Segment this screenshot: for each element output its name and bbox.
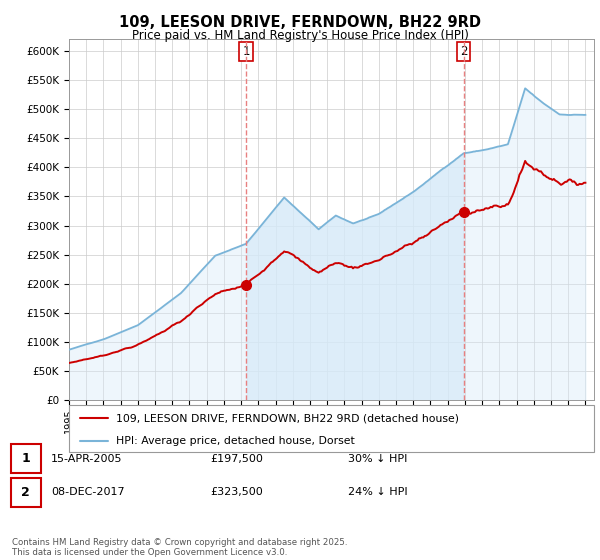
Text: HPI: Average price, detached house, Dorset: HPI: Average price, detached house, Dors… <box>116 436 355 446</box>
Text: 2: 2 <box>460 45 467 58</box>
Text: 1: 1 <box>22 452 30 465</box>
Text: 109, LEESON DRIVE, FERNDOWN, BH22 9RD: 109, LEESON DRIVE, FERNDOWN, BH22 9RD <box>119 15 481 30</box>
Text: 30% ↓ HPI: 30% ↓ HPI <box>348 454 407 464</box>
Text: Price paid vs. HM Land Registry's House Price Index (HPI): Price paid vs. HM Land Registry's House … <box>131 29 469 42</box>
FancyBboxPatch shape <box>69 405 594 452</box>
Text: Contains HM Land Registry data © Crown copyright and database right 2025.
This d: Contains HM Land Registry data © Crown c… <box>12 538 347 557</box>
Text: 24% ↓ HPI: 24% ↓ HPI <box>348 487 407 497</box>
Text: 2: 2 <box>22 486 30 499</box>
Text: 08-DEC-2017: 08-DEC-2017 <box>51 487 125 497</box>
Text: £323,500: £323,500 <box>210 487 263 497</box>
Text: 109, LEESON DRIVE, FERNDOWN, BH22 9RD (detached house): 109, LEESON DRIVE, FERNDOWN, BH22 9RD (d… <box>116 413 459 423</box>
Text: 15-APR-2005: 15-APR-2005 <box>51 454 122 464</box>
Text: £197,500: £197,500 <box>210 454 263 464</box>
Text: 1: 1 <box>242 45 250 58</box>
